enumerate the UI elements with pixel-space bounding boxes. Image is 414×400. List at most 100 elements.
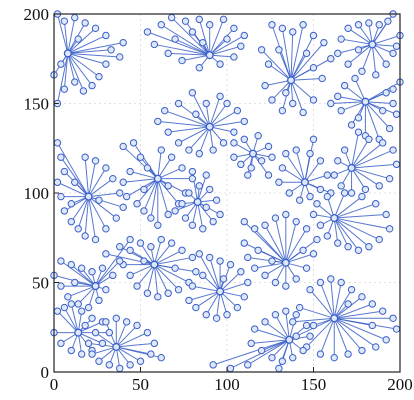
cluster-head-16 [216,287,225,296]
edge-13-5 [285,221,297,263]
node-point-4-15 [354,114,363,122]
node-point-14-8 [188,253,197,262]
node-point-18-6 [105,328,114,337]
node-point-20-10 [268,353,276,362]
node-point-1-16 [188,28,197,36]
node-point-5-12 [223,99,231,108]
edge-5-10 [209,120,245,128]
edge-7-10 [88,196,107,230]
edge-1-2 [198,19,211,56]
node-point-9-1 [240,135,249,144]
node-point-1-10 [195,64,204,72]
edge-13-6 [285,228,308,264]
edge-2-9 [290,80,304,113]
node-point-19-14 [91,328,100,337]
edge-1-15 [160,24,210,56]
node-point-11-6 [375,182,383,190]
cluster-head-15 [91,282,100,291]
cluster-head-12 [330,214,339,223]
node-point-15-10 [64,293,72,301]
hubs [63,40,377,351]
node-point-17-17 [292,332,300,340]
node-point-8-12 [171,207,179,215]
edge-16-0 [198,253,221,292]
edge-17-21 [334,317,373,326]
edge-4-10 [337,95,366,103]
node-point-13-17 [254,246,262,254]
node-point-6-2 [136,153,145,161]
node-point-16-14 [199,271,207,280]
node-point-4-14 [379,106,387,115]
edge-16-12 [188,290,221,301]
edge-4-9 [341,101,366,112]
edge-5-12 [209,103,228,128]
node-point-8-1 [202,171,210,179]
edge-20-3 [285,311,290,340]
edge-4-12 [354,78,366,102]
edge-2-2 [290,31,294,81]
node-point-17-5 [358,293,366,301]
node-point-7-20 [67,200,76,208]
edge-5-11 [209,110,238,128]
node-point-5-2 [154,117,162,126]
node-point-11-12 [340,146,349,154]
node-point-6-8 [147,214,155,222]
cluster-head-2 [286,76,296,85]
node-point-1-9 [216,60,224,68]
node-point-2-14 [264,60,273,68]
node-point-17-15 [316,350,325,358]
node-point-18-2 [67,300,76,308]
node-point-8-10 [212,196,221,204]
node-point-9-10 [264,171,273,179]
node-point-11-3 [389,146,397,154]
node-point-19-3 [133,321,141,330]
cluster-head-11 [347,163,356,172]
node-point-16-10 [202,311,210,319]
node-point-19-13 [84,339,93,348]
node-point-17-11 [372,343,380,351]
edge-1-18 [174,38,210,56]
node-point-0-2 [71,13,79,22]
node-point-1-18 [171,35,179,43]
edge-12-14 [333,192,346,219]
edge-2-8 [290,79,314,101]
node-point-3-5 [344,24,352,33]
edge-13-8 [285,253,314,264]
node-point-0-5 [102,31,110,40]
edge-0-12 [63,53,69,90]
node-point-20-5 [302,321,311,330]
edge-17-3 [333,282,342,319]
edge-6-1 [133,142,159,179]
node-point-3-3 [365,19,373,27]
cluster-head-8 [193,197,202,207]
edge-14-10 [154,264,190,283]
node-point-1-12 [164,49,172,58]
edge-0-13 [56,53,69,104]
edge-13-17 [257,249,287,264]
node-point-6-3 [126,167,134,176]
edge-20-15 [213,339,290,366]
node-point-19-10 [105,361,114,369]
edge-1-12 [168,52,210,56]
edge-16-1 [209,257,221,292]
node-point-20-14 [226,364,235,373]
node-point-9-8 [268,153,276,161]
node-point-6-14 [178,164,186,172]
edge-19-5 [116,342,155,348]
edge-0-11 [67,53,76,83]
node-point-14-11 [174,285,183,294]
node-point-12-4 [375,235,383,244]
node-point-17-10 [382,336,390,344]
node-point-5-10 [240,117,249,126]
edge-0-1 [63,21,69,54]
edge-0-17 [67,52,120,58]
node-point-1-15 [157,21,165,29]
node-point-2-1 [278,24,287,33]
node-point-5-5 [185,146,193,154]
cluster-head-18 [74,328,83,337]
edge-18-2 [70,303,79,333]
edge-1-11 [181,54,210,62]
edge-14-2 [129,249,155,266]
cluster-head-20 [285,335,294,344]
edge-5-4 [178,126,210,144]
